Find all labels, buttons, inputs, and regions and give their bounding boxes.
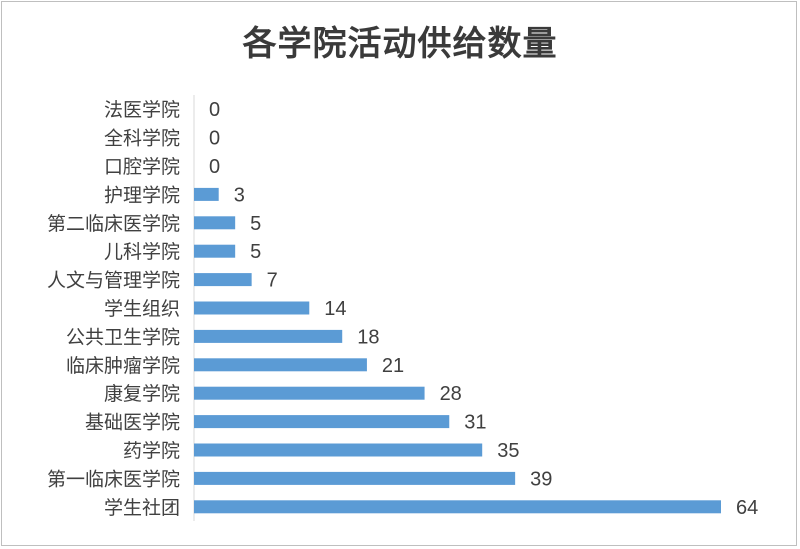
- category-label: 基础医学院: [85, 412, 180, 434]
- bar: [194, 273, 252, 287]
- data-label: 3: [234, 184, 245, 206]
- category-label: 学生社团: [104, 497, 180, 519]
- bar: [194, 216, 236, 230]
- data-label: 7: [267, 270, 278, 292]
- data-label: 0: [209, 99, 220, 121]
- category-label: 公共卫生学院: [66, 326, 180, 348]
- data-label: 31: [464, 412, 486, 434]
- bar: [194, 471, 516, 485]
- category-label: 临床肿瘤学院: [66, 355, 180, 377]
- data-label: 28: [440, 383, 462, 405]
- data-label: 5: [250, 213, 261, 235]
- bar: [194, 244, 236, 258]
- category-label: 第一临床医学院: [47, 468, 180, 490]
- category-label: 学生组织: [104, 298, 180, 320]
- data-label: 5: [250, 241, 261, 263]
- bar: [194, 443, 483, 457]
- data-label: 21: [382, 355, 404, 377]
- bar: [194, 358, 367, 372]
- bar: [194, 415, 450, 429]
- bar: [194, 386, 425, 400]
- bar: [194, 301, 310, 315]
- data-label: 18: [357, 326, 379, 348]
- category-label: 法医学院: [104, 99, 180, 121]
- category-label: 康复学院: [104, 383, 180, 405]
- bar: [194, 500, 721, 514]
- bar: [194, 329, 343, 343]
- data-label: 0: [209, 156, 220, 178]
- category-label: 儿科学院: [104, 241, 180, 263]
- category-label: 人文与管理学院: [47, 270, 180, 292]
- category-label: 口腔学院: [104, 156, 180, 178]
- category-label: 护理学院: [104, 184, 180, 206]
- chart-title: 各学院活动供给数量: [242, 24, 558, 64]
- bar: [194, 187, 219, 201]
- data-label: 35: [497, 440, 519, 462]
- data-label: 0: [209, 128, 220, 150]
- category-label: 第二临床医学院: [47, 213, 180, 235]
- data-label: 14: [324, 298, 346, 320]
- category-label: 全科学院: [104, 128, 180, 150]
- category-label: 药学院: [123, 440, 180, 462]
- data-label: 64: [736, 497, 758, 519]
- data-label: 39: [530, 468, 552, 490]
